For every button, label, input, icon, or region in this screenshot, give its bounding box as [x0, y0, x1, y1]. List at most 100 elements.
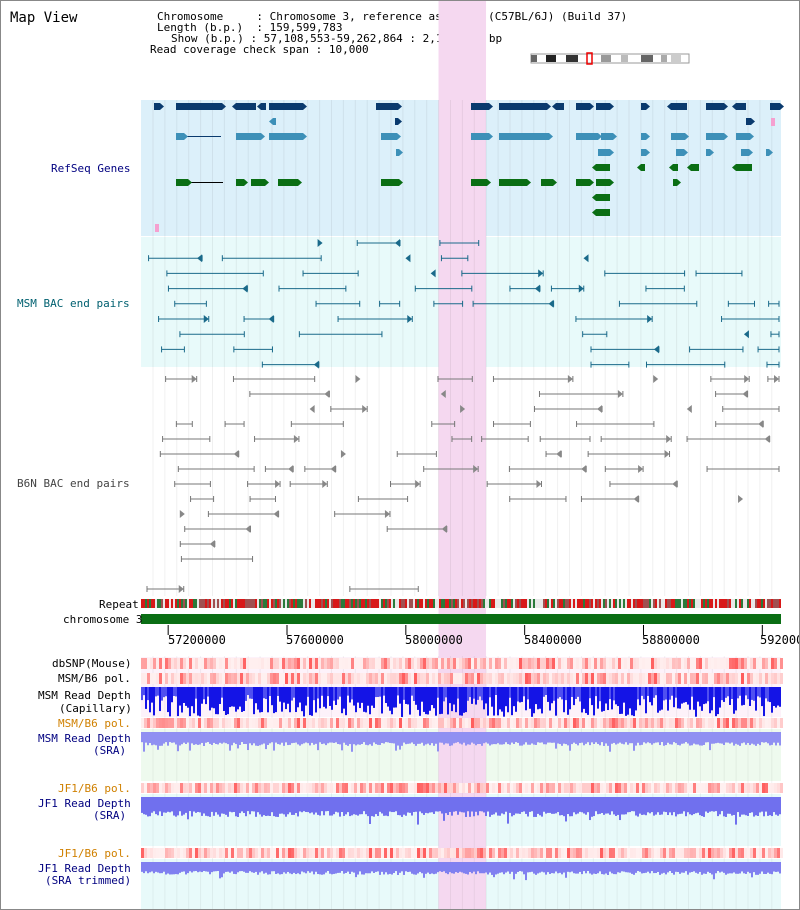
refseq-gene — [154, 103, 160, 110]
depth-bar — [239, 797, 241, 814]
polymorphism-cell — [372, 848, 375, 858]
depth-bar — [595, 732, 597, 743]
b6n-bac-end — [666, 435, 672, 443]
depth-bar — [165, 732, 167, 743]
polymorphism-cell — [507, 783, 510, 793]
depth-bar — [391, 862, 393, 875]
polymorphism-cell — [144, 718, 147, 728]
polymorphism-cell — [582, 783, 585, 793]
polymorphism-cell — [312, 718, 315, 728]
polymorphism-cell — [702, 718, 705, 728]
jf1-read-depth-label[interactable]: JF1 Read Depth — [38, 797, 131, 810]
polymorphism-cell — [324, 783, 327, 793]
repeat-segment — [711, 599, 713, 608]
polymorphism-cell — [333, 718, 336, 728]
repeat-segment — [501, 599, 503, 608]
depth-bar — [743, 797, 745, 815]
polymorphism-cell — [480, 783, 483, 793]
depth-bar — [701, 687, 703, 711]
depth-bar — [397, 797, 399, 816]
depth-bar — [327, 797, 329, 812]
polymorphism-cell — [615, 718, 618, 728]
polymorphism-cell — [576, 718, 579, 728]
msm-b6-pol-label[interactable]: MSM/B6 pol. — [58, 672, 131, 685]
depth-bar — [669, 732, 671, 745]
msm-read-depth-capillary-label[interactable]: MSM Read Depth — [38, 689, 131, 702]
refseq-marker — [771, 118, 775, 126]
depth-bar — [589, 797, 591, 821]
repeat-segment — [697, 599, 699, 608]
jf1-b6-pol-label-2[interactable]: JF1/B6 pol. — [58, 847, 131, 860]
polymorphism-cell — [735, 848, 738, 858]
polymorphism-cell — [399, 718, 402, 728]
repeat-segment — [725, 599, 727, 608]
jf1-read-depth-trimmed-label[interactable]: JF1 Read Depth — [38, 862, 131, 875]
depth-bar — [759, 862, 761, 874]
polymorphism-cell — [606, 673, 609, 684]
polymorphism-cell — [591, 848, 594, 858]
repeat-segment — [345, 599, 347, 608]
depth-bar — [445, 687, 447, 698]
polymorphism-cell — [504, 783, 507, 793]
depth-bar — [149, 687, 151, 713]
depth-bar — [199, 687, 201, 717]
polymorphism-cell — [345, 848, 348, 858]
depth-bar — [289, 732, 291, 745]
depth-bar — [311, 862, 313, 872]
polymorphism-cell — [756, 783, 759, 793]
polymorphism-cell — [573, 673, 576, 684]
repeat-segment — [257, 599, 259, 608]
polymorphism-cell — [306, 718, 309, 728]
polymorphism-cell — [561, 673, 564, 684]
polymorphism-cell — [549, 848, 552, 858]
polymorphism-cell — [285, 783, 288, 793]
polymorphism-cell — [663, 783, 666, 793]
polymorphism-cell — [222, 718, 225, 728]
repeat-segment — [167, 599, 169, 608]
depth-bar — [511, 862, 513, 872]
polymorphism-cell — [624, 718, 627, 728]
repeat-segment — [413, 599, 415, 608]
depth-bar — [241, 862, 243, 872]
polymorphism-cell — [735, 658, 738, 669]
depth-bar — [451, 862, 453, 874]
depth-bar — [341, 732, 343, 751]
b6n-bac-label[interactable]: B6N BAC end pairs — [17, 477, 130, 490]
polymorphism-cell — [294, 783, 297, 793]
polymorphism-cell — [423, 783, 426, 793]
depth-bar — [155, 797, 157, 815]
depth-bar — [735, 732, 737, 744]
msm-b6-pol-label-2[interactable]: MSM/B6 pol. — [58, 717, 131, 730]
repeat-segment — [391, 599, 393, 608]
depth-bar — [593, 862, 595, 874]
repeat-segment — [611, 599, 613, 608]
msm-bac-end — [538, 269, 544, 278]
gene-arrow — [685, 133, 689, 140]
polymorphism-cell — [552, 673, 555, 684]
depth-bar — [377, 687, 379, 697]
polymorphism-cell — [183, 673, 186, 684]
msm-read-depth-sra-label[interactable]: MSM Read Depth — [38, 732, 131, 745]
depth-bar — [737, 687, 739, 699]
repeat-segment — [657, 599, 659, 608]
depth-bar — [275, 687, 277, 713]
polymorphism-cell — [597, 673, 600, 684]
polymorphism-cell — [732, 848, 735, 858]
polymorphism-cell — [759, 848, 762, 858]
jf1-b6-pol-label[interactable]: JF1/B6 pol. — [58, 782, 131, 795]
dbsnp-label[interactable]: dbSNP(Mouse) — [52, 657, 132, 670]
depth-bar — [403, 862, 405, 875]
polymorphism-cell — [654, 783, 657, 793]
polymorphism-cell — [600, 673, 603, 684]
refseq-genes-label[interactable]: RefSeq Genes — [51, 162, 131, 175]
polymorphism-cell — [738, 658, 741, 669]
polymorphism-cell — [207, 848, 210, 858]
msm-bac-label[interactable]: MSM BAC end pairs — [17, 297, 130, 310]
gene-arrow — [303, 103, 307, 110]
repeat-segment — [539, 599, 541, 608]
depth-bar — [569, 797, 571, 817]
depth-bar — [389, 732, 391, 743]
polymorphism-cell — [270, 658, 273, 669]
polymorphism-cell — [723, 658, 726, 669]
